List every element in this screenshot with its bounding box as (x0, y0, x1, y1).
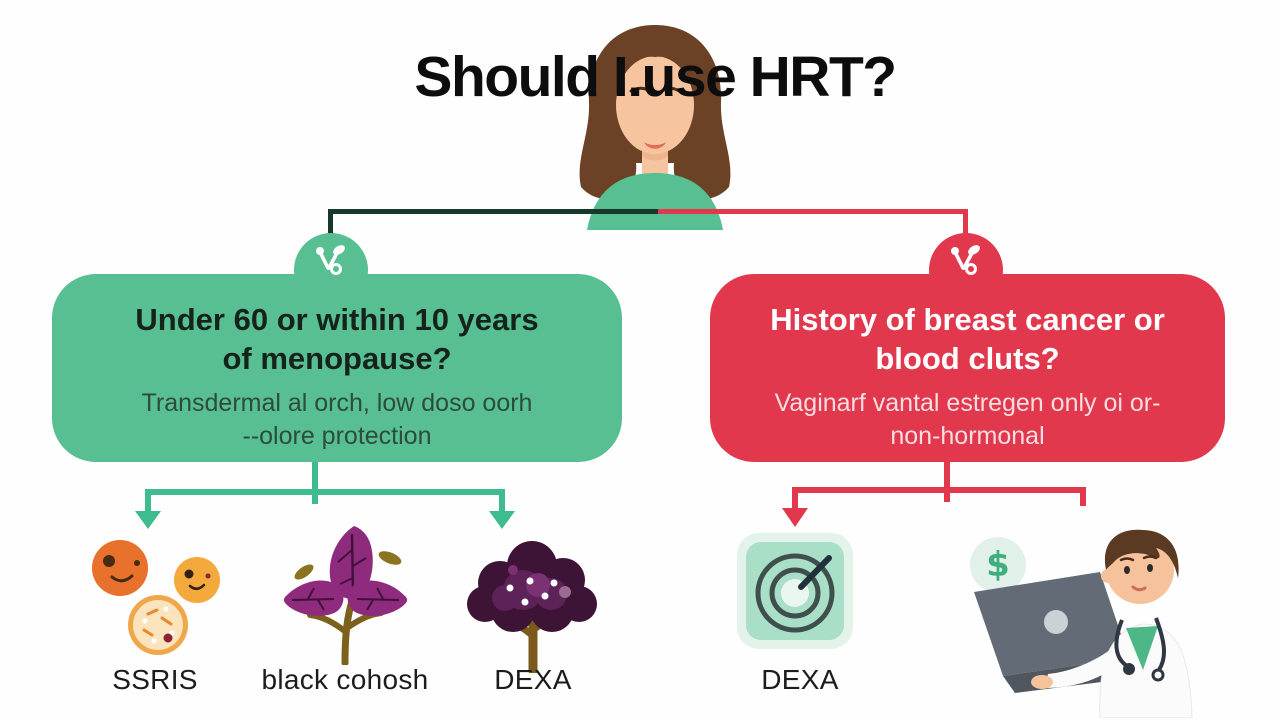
right-answer-line2: non-hormonal (890, 422, 1045, 450)
woman-face (616, 56, 694, 154)
label-dexa-left: DEXA (494, 664, 572, 695)
vo-branch-icon (951, 245, 980, 275)
ssris-pills-icon (92, 540, 220, 655)
dexa-scan-dial-icon (737, 533, 853, 649)
label-dexa-right: DEXA (761, 664, 839, 695)
leaf-left (283, 580, 344, 616)
connector-drop-red (963, 209, 968, 242)
left-answer-line1: Transdermal al orch, low doso oorh (141, 389, 533, 417)
doctor-hand (1031, 675, 1053, 689)
right-question-line2: blood cluts? (875, 341, 1060, 376)
arrow-down-icon (782, 508, 808, 527)
left-question-line2: of menopause? (222, 341, 452, 376)
left-branch-box: Under 60 or within 10 years of menopause… (52, 274, 622, 462)
label-black-cohosh: black cohosh (261, 664, 429, 695)
doctor-hair (1104, 529, 1179, 578)
connector-drop-green (328, 209, 333, 247)
woman-illustration (579, 25, 731, 230)
stethoscope (1114, 619, 1129, 668)
dexa-tree-icon (467, 541, 597, 673)
connector-top-green (328, 209, 658, 214)
laptop-logo (1044, 610, 1068, 634)
arrow-down-icon (489, 511, 515, 529)
left-question-line1: Under 60 or within 10 years (135, 302, 539, 337)
arrow-down-icon (135, 511, 161, 529)
connector-top-red (658, 209, 968, 214)
vo-branch-icon (316, 245, 345, 275)
doctor-scrub (1126, 626, 1158, 670)
woman-hair-front (602, 27, 708, 95)
doctor-arm (1045, 650, 1118, 688)
woman-mouth (644, 142, 666, 149)
page-title: Should I.use HRT? (414, 45, 897, 109)
dollar-coin-icon: $ (970, 537, 1026, 593)
black-cohosh-plant-icon (283, 526, 408, 665)
right-branch-box: History of breast cancer or blood cluts?… (710, 274, 1225, 462)
stethoscope (1154, 617, 1166, 672)
dial-needle (798, 555, 832, 590)
left-sub-connector (135, 460, 515, 529)
label-ssris: SSRIS (112, 664, 198, 695)
leaf-center (329, 526, 373, 599)
right-answer-line1: Vaginarf vantal estregen only oi or- (774, 389, 1161, 417)
tree-foliage (467, 541, 597, 632)
woman-eyebrow-left (629, 86, 650, 93)
leaf-right (347, 580, 408, 616)
dollar-symbol: $ (986, 545, 1010, 585)
doctor-mouth (1131, 585, 1147, 592)
left-answer-line2: --olore protection (242, 422, 432, 450)
doctor-with-laptop-icon (974, 529, 1193, 718)
right-question-line1: History of breast cancer or (770, 302, 1165, 337)
woman-eyebrow-right (661, 86, 681, 93)
woman-shoulders (587, 173, 723, 230)
right-sub-connector (782, 460, 1086, 527)
